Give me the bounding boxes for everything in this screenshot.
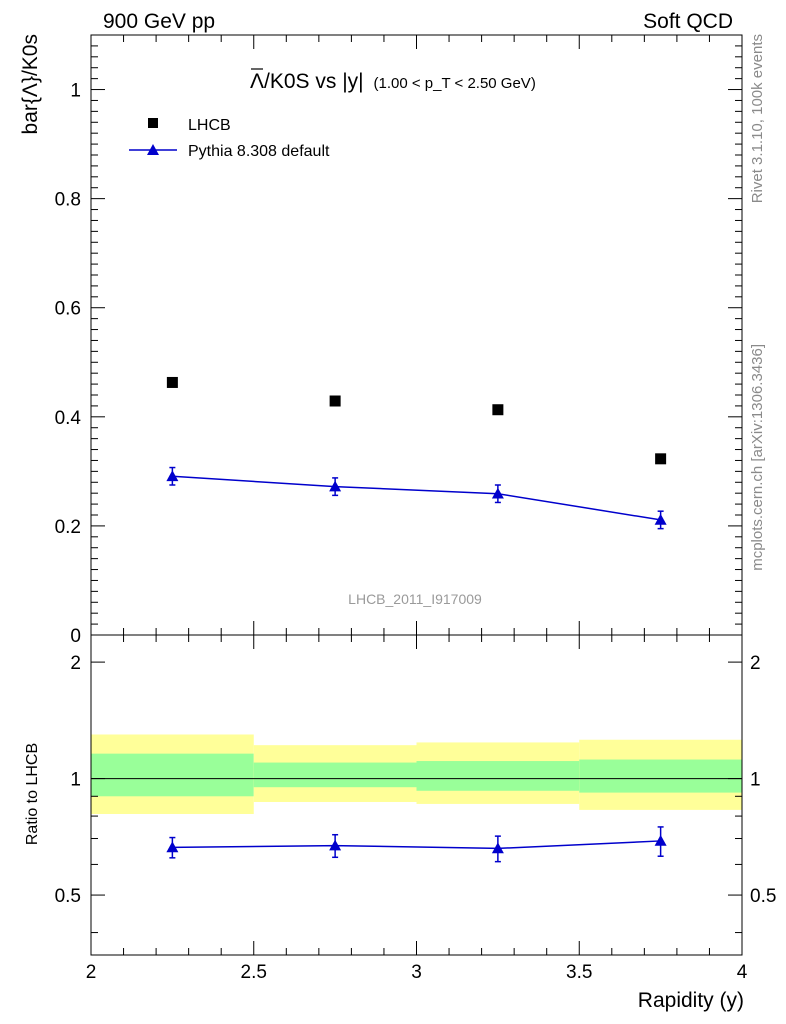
header-left: 900 GeV pp — [103, 10, 215, 33]
ratio-y-tick-label-right: 0.5 — [750, 886, 776, 907]
legend: LHCB Pythia 8.308 default — [129, 117, 330, 160]
analysis-watermark: LHCB_2011_I917009 — [348, 591, 482, 607]
main-y-tick-label: 0.6 — [55, 299, 81, 320]
main-y-axis-label: bar{Λ}/K0s — [19, 34, 42, 134]
pythia-data-point — [654, 513, 667, 525]
ratio-series-line — [172, 840, 661, 850]
ratio-panel-ticks: 2 2.5 3 3.5 4 0.5 0.5 1 1 2 2 — [55, 635, 776, 983]
lhcb-data-point — [492, 404, 504, 416]
rivet-version-label: Rivet 3.1.10, 100k events — [749, 34, 766, 203]
main-y-tick-label: 1 — [70, 81, 81, 102]
pythia-data-point — [329, 480, 342, 492]
main-y-tick-label: 0 — [70, 626, 81, 647]
main-y-tick-label: 0.2 — [55, 517, 81, 538]
ratio-y-axis-label: Ratio to LHCB — [24, 743, 41, 845]
source-label: mcplots.cern.ch [arXiv:1306.3436] — [749, 344, 766, 571]
x-axis-label: Rapidity (y) — [638, 989, 744, 1012]
ratio-stat-band — [91, 753, 254, 797]
ratio-y-tick-label: 1 — [70, 770, 81, 791]
x-tick-label: 2 — [86, 962, 97, 983]
main-y-tick-label: 0.4 — [55, 408, 82, 429]
main-panel-ticks: 0 0.2 0.4 0.6 0.8 1 — [55, 34, 743, 647]
main-y-axis-label-text: bar{Λ}/K0s — [19, 34, 42, 134]
ratio-y-tick-label-right: 2 — [750, 653, 761, 674]
pythia-data-point — [491, 487, 504, 499]
x-tick-label: 4 — [737, 962, 748, 983]
plot-title-main: Λ/K0S vs |y| — [250, 70, 364, 93]
ratio-y-tick-label: 2 — [70, 653, 81, 674]
x-tick-label: 3.5 — [566, 962, 592, 983]
plot-title: Λ/K0S vs |y| (1.00 < p_T < 2.50 GeV) — [250, 70, 536, 93]
ratio-panel-marks — [166, 826, 667, 863]
ratio-data-point — [654, 834, 667, 846]
legend-label-pythia: Pythia 8.308 default — [188, 143, 330, 160]
ratio-y-tick-label: 0.5 — [55, 886, 81, 907]
header-right: Soft QCD — [643, 10, 733, 33]
plot-title-cut: (1.00 < p_T < 2.50 GeV) — [373, 75, 535, 92]
legend-marker-pythia — [147, 144, 159, 155]
ratio-data-point — [166, 841, 179, 853]
ratio-y-tick-label-right: 1 — [750, 770, 761, 791]
main-panel-marks — [166, 376, 667, 530]
main-y-tick-label: 0.8 — [55, 190, 81, 211]
x-tick-label: 2.5 — [241, 962, 267, 983]
pythia-data-point — [166, 470, 179, 482]
legend-label-lhcb: LHCB — [188, 117, 231, 134]
ratio-panel-bands — [91, 734, 742, 814]
pythia-series-line — [172, 475, 661, 521]
x-tick-label: 3 — [411, 962, 422, 983]
ratio-data-point — [329, 839, 342, 851]
legend-marker-lhcb — [148, 118, 158, 128]
ratio-stat-band — [253, 762, 417, 788]
ratio-stat-band — [579, 759, 742, 793]
lhcb-data-point — [166, 376, 178, 388]
ratio-stat-band — [416, 761, 580, 791]
lhcb-data-point — [655, 453, 667, 465]
ratio-data-point — [491, 842, 504, 854]
lhcb-data-point — [329, 395, 341, 407]
